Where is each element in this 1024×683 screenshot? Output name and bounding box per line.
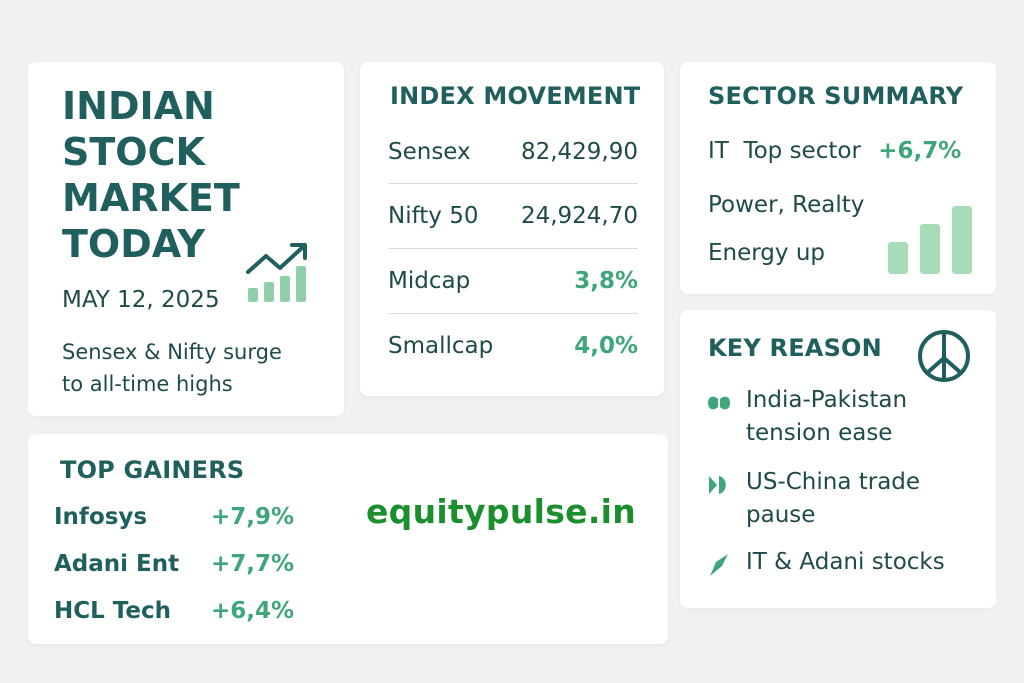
gainer-row: Infosys +7,9% — [54, 504, 294, 530]
title-line-4: TODAY — [62, 222, 206, 266]
gainer-value: +7,9% — [210, 504, 294, 530]
rocket-icon — [710, 554, 728, 576]
reason-item-1-line-1: India-Pakistan — [746, 387, 908, 413]
index-movement-card: INDEX MOVEMENT Sensex 82,429,90 Nifty 50… — [360, 62, 664, 396]
index-name: Smallcap — [388, 333, 494, 359]
index-row-midcap: Midcap 3,8% — [388, 251, 638, 311]
row-divider — [388, 183, 638, 184]
sector-top-line: IT Top sector +6,7% — [708, 138, 961, 164]
top-gainers-heading: TOP GAINERS — [60, 456, 245, 484]
title-line-1: INDIAN — [62, 84, 215, 128]
subtitle: Sensex & Nifty surge to all-time highs — [62, 336, 282, 400]
reason-item-3: IT & Adani stocks — [746, 546, 945, 579]
pause-icon — [709, 476, 726, 494]
gainer-value: +6,4% — [210, 598, 294, 624]
index-value: 4,0% — [574, 333, 638, 359]
index-name: Sensex — [388, 139, 471, 165]
reason-item-2-line-2: pause — [746, 502, 816, 528]
title-line-3: MARKET — [62, 176, 240, 220]
index-movement-heading: INDEX MOVEMENT — [390, 82, 641, 110]
sector-summary-heading: SECTOR SUMMARY — [708, 82, 964, 110]
gainer-name: HCL Tech — [54, 598, 172, 624]
reason-item-3-line-1: IT & Adani stocks — [746, 549, 945, 575]
index-name: Midcap — [388, 268, 471, 294]
date-label: MAY 12, 2025 — [62, 287, 220, 313]
index-row-smallcap: Smallcap 4,0% — [388, 316, 638, 376]
subtitle-line-2: to all-time highs — [62, 372, 233, 396]
title-card: INDIAN STOCK MARKET TODAY MAY 12, 2025 S… — [28, 62, 344, 416]
peace-icon — [918, 330, 970, 382]
subtitle-line-1: Sensex & Nifty surge — [62, 340, 282, 364]
reason-item-2: US-China trade pause — [746, 466, 920, 532]
index-row-sensex: Sensex 82,429,90 — [388, 122, 638, 182]
gainer-value: +7,7% — [210, 551, 294, 577]
title-line-2: STOCK — [62, 130, 205, 174]
sector-top-label: IT Top sector — [708, 138, 861, 164]
row-divider — [388, 313, 638, 314]
sector-line-3: Energy up — [708, 240, 826, 266]
row-divider — [388, 248, 638, 249]
index-row-nifty: Nifty 50 24,924,70 — [388, 186, 638, 246]
key-reason-heading: KEY REASON — [708, 334, 882, 362]
gainer-name: Infosys — [54, 504, 148, 530]
watermark-link[interactable]: equitypulse.in — [366, 492, 637, 531]
growth-chart-icon — [246, 243, 307, 302]
handshake-icon — [708, 396, 730, 410]
top-gainers-card: TOP GAINERS Infosys +7,9% Adani Ent +7,7… — [28, 434, 668, 644]
gainer-row: HCL Tech +6,4% — [54, 598, 294, 624]
sector-top-value: +6,7% — [878, 138, 962, 164]
sector-line-2: Power, Realty — [708, 192, 865, 218]
bar-chart-icon — [888, 206, 972, 274]
reason-item-1-line-2: tension ease — [746, 420, 893, 446]
sector-summary-card: SECTOR SUMMARY IT Top sector +6,7% Power… — [680, 62, 996, 294]
key-reason-card: KEY REASON India-Pakistan tension ease U… — [680, 310, 996, 608]
index-value: 3,8% — [574, 268, 638, 294]
gainer-name: Adani Ent — [54, 551, 180, 577]
gainer-row: Adani Ent +7,7% — [54, 551, 294, 577]
index-value: 82,429,90 — [520, 139, 638, 165]
reason-item-2-line-1: US-China trade — [746, 469, 921, 495]
index-name: Nifty 50 — [388, 203, 479, 229]
reason-item-1: India-Pakistan tension ease — [746, 384, 907, 450]
index-value: 24,924,70 — [520, 203, 638, 229]
